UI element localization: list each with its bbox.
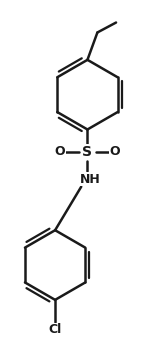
Text: Cl: Cl [49, 323, 62, 336]
Text: S: S [82, 145, 92, 159]
Text: O: O [109, 145, 120, 158]
Text: O: O [55, 145, 65, 158]
Text: NH: NH [80, 173, 100, 186]
